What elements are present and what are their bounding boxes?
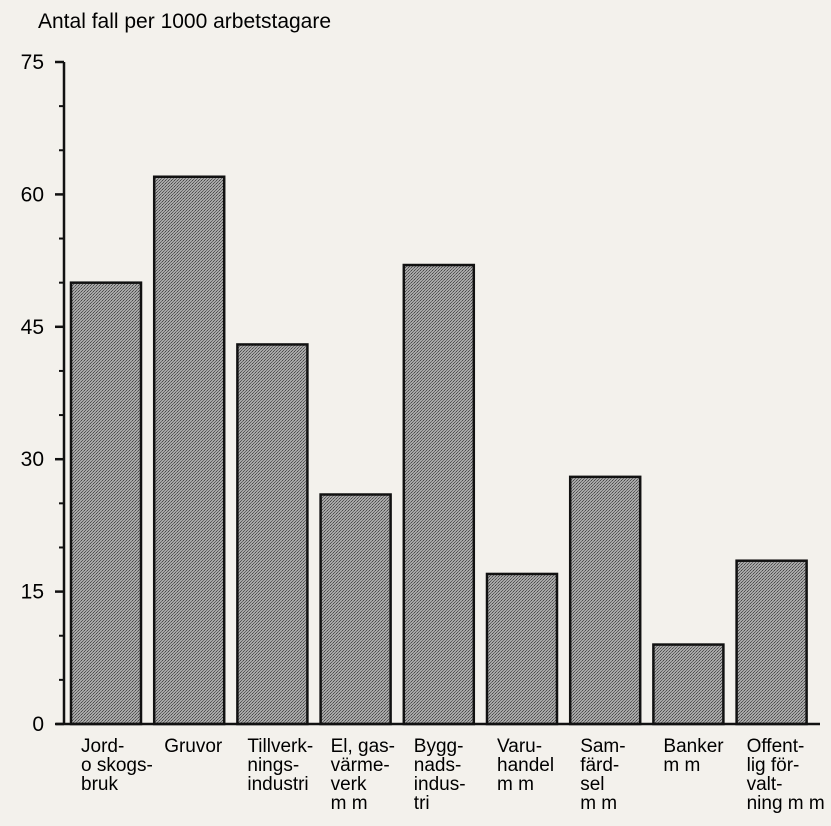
bar-1 [69, 281, 143, 726]
y-tick-label: 45 [21, 316, 44, 339]
bar-9 [735, 559, 808, 726]
y-tick-label: 30 [21, 448, 44, 471]
category-label-7: Sam-färd-sel m m [580, 736, 625, 814]
y-tick-label: 60 [21, 183, 44, 206]
y-axis: 0 15 30 45 60 75 [21, 51, 820, 736]
y-tick-label: 0 [32, 713, 44, 736]
bar-4 [319, 493, 392, 726]
category-label-3: Tillverk-nings-industri [247, 736, 313, 795]
bar-7 [568, 475, 642, 726]
y-axis-title: Antal fall per 1000 arbetstagare [38, 10, 331, 33]
category-label-1: Jord-o skogs-bruk [81, 736, 153, 795]
category-label-6: Varu-handel m m [497, 736, 554, 795]
bar-6 [485, 572, 559, 726]
category-label-5: Bygg-nads-indus-tri [414, 736, 466, 814]
y-tick-label: 75 [21, 51, 44, 74]
bars-layer [69, 175, 808, 726]
category-labels: Jord-o skogs-bruk Gruvor Tillverk-nings-in… [81, 736, 825, 814]
y-tick-label: 15 [21, 581, 44, 604]
bar-8 [652, 643, 725, 726]
category-label-8: Banker m m [663, 736, 724, 776]
category-label-2: Gruvor [164, 736, 223, 757]
category-label-9: Offent-lig för-valt-ning m m [747, 736, 825, 814]
bar-3 [236, 343, 309, 726]
category-label-4: El, gas-värme-verk m m [331, 736, 395, 814]
bar-2 [152, 175, 226, 726]
bar-5 [402, 263, 476, 726]
